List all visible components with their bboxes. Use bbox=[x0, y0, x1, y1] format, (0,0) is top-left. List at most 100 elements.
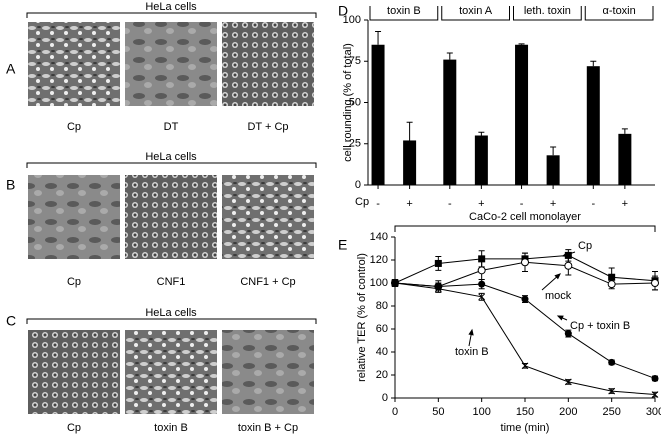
image-label: toxin B bbox=[154, 422, 188, 434]
x-tick-label: + bbox=[622, 198, 628, 210]
x-tick-label: + bbox=[406, 198, 412, 210]
x-tick-label: 50 bbox=[432, 406, 444, 418]
header-bracket bbox=[26, 12, 317, 18]
marker bbox=[478, 255, 486, 263]
x-tick-label: - bbox=[591, 198, 595, 210]
marker bbox=[651, 391, 659, 398]
x-axis-label: time (min) bbox=[501, 422, 550, 434]
bar bbox=[443, 59, 457, 185]
micrograph bbox=[125, 175, 217, 259]
micrograph bbox=[222, 175, 314, 259]
marker bbox=[564, 261, 573, 270]
marker bbox=[564, 330, 572, 338]
y-tick-label: 0 bbox=[355, 179, 361, 191]
image-label: CNF1 + Cp bbox=[240, 276, 295, 288]
y-tick-label: 120 bbox=[370, 254, 388, 266]
y-tick-label: 50 bbox=[349, 96, 361, 108]
header-bracket bbox=[26, 162, 317, 168]
marker bbox=[608, 358, 616, 366]
panel-letter: D bbox=[338, 3, 348, 19]
y-tick-label: 140 bbox=[370, 231, 388, 243]
y-axis-label: relative TER (% of control) bbox=[356, 253, 368, 382]
panel-header: HeLa cells bbox=[145, 307, 197, 319]
x-tick-label: - bbox=[520, 198, 524, 210]
group-bracket bbox=[441, 6, 510, 21]
bar bbox=[546, 155, 560, 185]
bar bbox=[474, 135, 488, 185]
annotation-arrow bbox=[468, 328, 474, 347]
marker bbox=[434, 259, 442, 267]
annotation-arrow bbox=[541, 273, 561, 291]
error-bar bbox=[590, 60, 597, 67]
panel-letter: A bbox=[6, 61, 16, 77]
marker bbox=[478, 280, 486, 288]
x-tick-label: + bbox=[478, 198, 484, 210]
series-label: toxin B bbox=[455, 346, 489, 358]
panel-header: HeLa cells bbox=[145, 1, 197, 13]
y-tick-label: 40 bbox=[376, 346, 388, 358]
bar bbox=[618, 133, 632, 185]
image-label: DT + Cp bbox=[247, 121, 288, 133]
y-tick-label: 100 bbox=[343, 14, 361, 26]
header-bracket bbox=[26, 318, 317, 324]
group-bracket bbox=[584, 6, 654, 21]
image-label: Cp bbox=[67, 121, 81, 133]
x-tick-label: 200 bbox=[559, 406, 577, 418]
marker bbox=[651, 374, 659, 382]
micrograph bbox=[28, 330, 120, 414]
y-tick-label: 60 bbox=[376, 323, 388, 335]
image-label: CNF1 bbox=[157, 276, 186, 288]
group-bracket bbox=[369, 6, 439, 21]
y-tick-label: 80 bbox=[376, 300, 388, 312]
group-label: toxin A bbox=[459, 5, 493, 17]
x-tick-label: 150 bbox=[516, 406, 534, 418]
y-tick-label: 100 bbox=[370, 277, 388, 289]
marker bbox=[434, 285, 442, 293]
image-label: Cp bbox=[67, 422, 81, 434]
x-tick-label: - bbox=[448, 198, 452, 210]
series-label: Cp + toxin B bbox=[570, 320, 630, 332]
group-bracket bbox=[513, 6, 582, 21]
micrograph bbox=[28, 175, 120, 259]
error-bar bbox=[446, 52, 453, 60]
marker bbox=[477, 266, 486, 275]
bar bbox=[403, 140, 417, 185]
bar bbox=[515, 44, 529, 185]
x-tick-label: 0 bbox=[392, 406, 398, 418]
series-label: Cp bbox=[578, 240, 592, 252]
panel-header: HeLa cells bbox=[145, 151, 197, 163]
y-tick-label: 75 bbox=[349, 55, 361, 67]
series-label: mock bbox=[545, 290, 572, 302]
error-bar bbox=[478, 131, 485, 136]
image-label: DT bbox=[164, 121, 179, 133]
x-tick-label: 250 bbox=[602, 406, 620, 418]
micrograph bbox=[222, 22, 314, 106]
x-tick-label: 100 bbox=[472, 406, 490, 418]
marker bbox=[521, 362, 529, 370]
micrograph bbox=[28, 22, 120, 106]
y-tick-label: 20 bbox=[376, 369, 388, 381]
micrograph bbox=[125, 22, 217, 106]
error-bar bbox=[375, 31, 382, 45]
micrograph bbox=[222, 330, 314, 414]
marker bbox=[651, 279, 659, 287]
title-bracket bbox=[394, 225, 656, 232]
marker bbox=[521, 258, 529, 267]
image-label: toxin B + Cp bbox=[238, 422, 298, 434]
group-label: leth. toxin bbox=[524, 5, 571, 17]
marker bbox=[564, 378, 572, 386]
error-bar bbox=[550, 146, 557, 156]
y-tick-label: 25 bbox=[349, 138, 361, 150]
group-label: α-toxin bbox=[602, 5, 635, 17]
marker bbox=[607, 280, 616, 289]
image-label: Cp bbox=[67, 276, 81, 288]
group-label: toxin B bbox=[387, 5, 421, 17]
bar bbox=[371, 44, 385, 185]
marker bbox=[564, 251, 572, 259]
error-bar bbox=[518, 43, 525, 45]
panel-letter: B bbox=[6, 177, 15, 193]
row-label: Cp bbox=[355, 196, 369, 208]
chart-title: CaCo-2 cell monolayer bbox=[469, 211, 581, 223]
y-tick-label: 0 bbox=[382, 392, 388, 404]
